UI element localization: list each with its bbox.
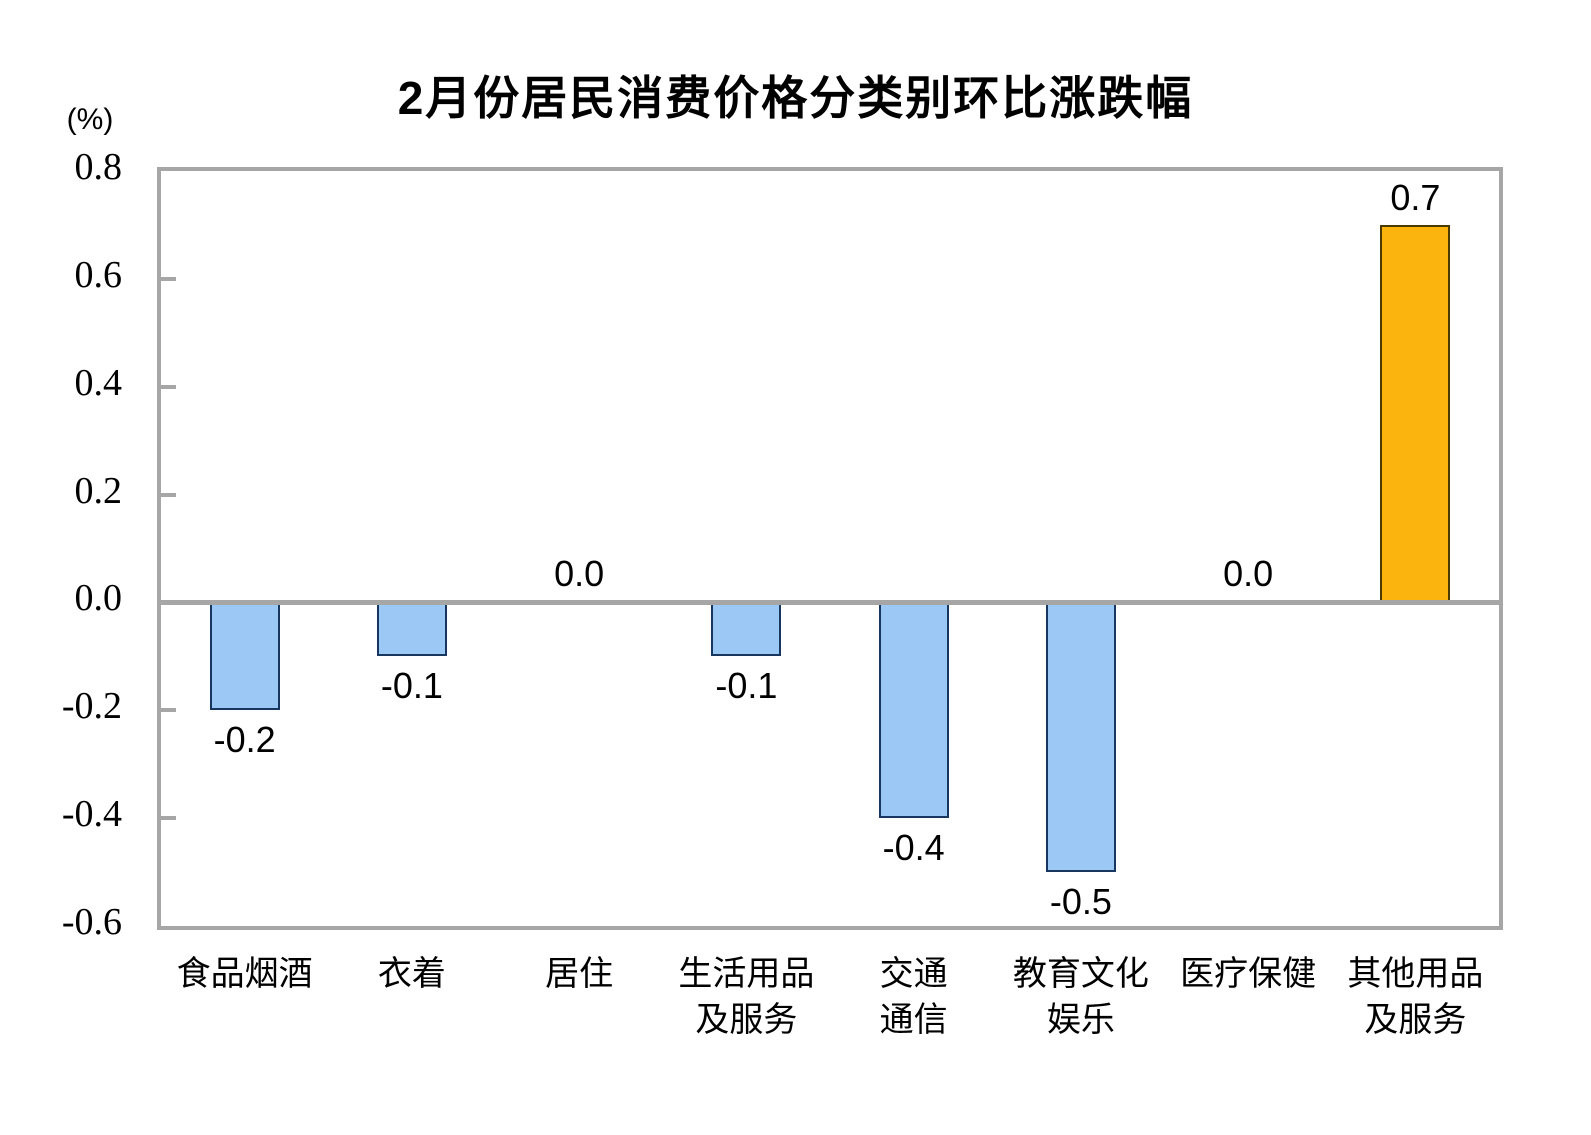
- category-label-clothing: 衣着: [297, 951, 527, 997]
- bar-clothing: [376, 602, 447, 657]
- y-axis-tick-label: -0.6: [61, 901, 122, 943]
- category-label-line: 娱乐: [1046, 1001, 1115, 1039]
- bar-food-tobacco-alcohol: [209, 602, 280, 711]
- value-label-clothing: -0.1: [380, 665, 443, 707]
- category-label-line: 通信: [879, 1001, 948, 1039]
- category-label-line: 交通: [879, 955, 948, 993]
- category-label-line: 及服务: [1364, 1001, 1467, 1039]
- category-label-line: 教育文化: [1012, 955, 1149, 993]
- y-axis-tick-label: 0.4: [74, 361, 123, 404]
- category-label-line: 食品烟酒: [176, 955, 313, 993]
- category-label-line: 及服务: [695, 1001, 798, 1039]
- category-label-healthcare: 医疗保健: [1133, 951, 1363, 997]
- category-label-housing: 居住: [464, 951, 694, 997]
- value-label-daily-articles-services: -0.1: [715, 665, 778, 707]
- y-axis-tick-label: 0.0: [74, 577, 123, 620]
- category-label-education-culture-entertainment: 教育文化 娱乐: [966, 951, 1196, 1043]
- plot-area: -0.2 -0.1 0.0 -0.1 -0.4 -0.5 0.0 0.7: [157, 167, 1503, 930]
- value-label-healthcare: 0.0: [1223, 553, 1274, 595]
- value-label-education-culture-entertainment: -0.5: [1049, 881, 1112, 923]
- y-axis-unit-label: (%): [66, 103, 114, 136]
- category-label-food-tobacco-alcohol: 食品烟酒: [130, 951, 360, 997]
- category-label-other-articles-services: 其他用品 及服务: [1300, 951, 1530, 1043]
- category-label-daily-articles-services: 生活用品 及服务: [631, 951, 861, 1043]
- category-label-line: 医疗保健: [1180, 955, 1317, 993]
- y-axis-tick: [161, 492, 176, 497]
- bar-other-articles-services: [1380, 224, 1451, 603]
- category-label-line: 其他用品: [1347, 955, 1484, 993]
- y-axis-tick-label: 0.8: [74, 146, 123, 188]
- y-axis-tick: [161, 816, 176, 821]
- value-label-other-articles-services: 0.7: [1390, 176, 1441, 218]
- category-label-transport-communication: 交通 通信: [799, 951, 1029, 1043]
- bar-daily-articles-services: [711, 602, 782, 657]
- zero-baseline: [161, 599, 1499, 605]
- chart-title: 2月份居民消费价格分类别环比涨跌幅: [397, 72, 1194, 124]
- y-axis-tick-label: 0.6: [74, 253, 123, 296]
- y-axis-tick: [161, 384, 176, 389]
- y-axis-tick: [161, 708, 176, 713]
- value-label-food-tobacco-alcohol: -0.2: [213, 719, 276, 761]
- y-axis-tick-label: -0.2: [61, 685, 122, 728]
- bar-education-culture-entertainment: [1045, 602, 1116, 873]
- value-label-transport-communication: -0.4: [882, 827, 945, 869]
- y-axis-tick-label: -0.4: [61, 793, 122, 836]
- category-label-line: 居住: [545, 955, 614, 993]
- category-label-line: 生活用品: [678, 955, 815, 993]
- bar-transport-communication: [878, 602, 949, 819]
- category-label-line: 衣着: [377, 955, 446, 993]
- y-axis-tick-label: 0.2: [74, 469, 123, 512]
- y-axis-tick: [161, 276, 176, 281]
- value-label-housing: 0.0: [554, 553, 605, 595]
